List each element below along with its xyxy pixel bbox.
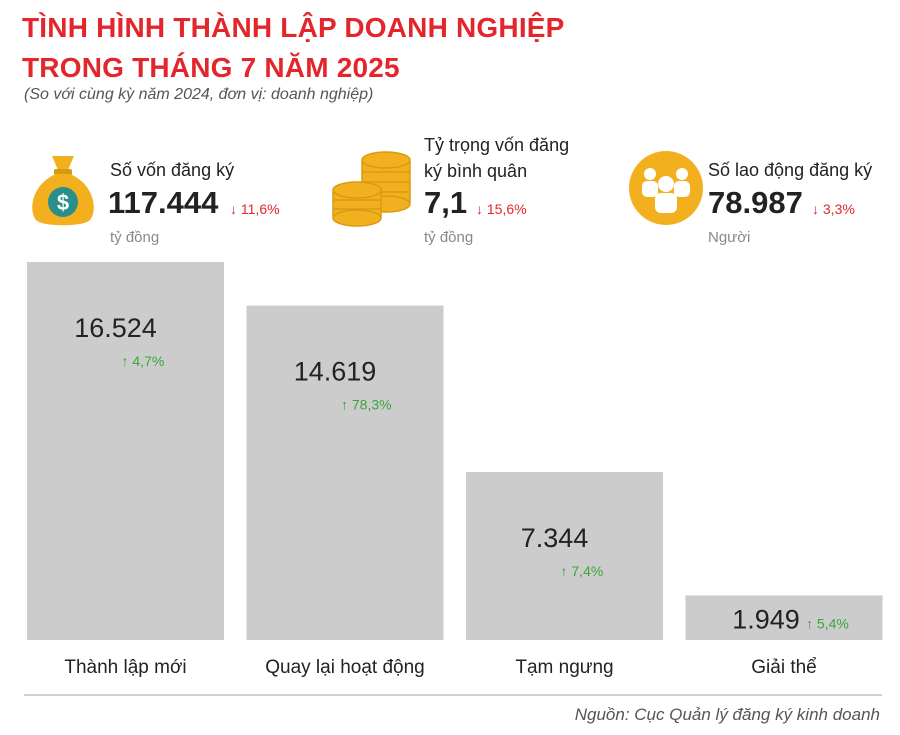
bar-value-label-1: 16.524 bbox=[74, 313, 157, 343]
people-icon bbox=[629, 151, 703, 225]
bar-1 bbox=[27, 262, 224, 640]
category-label-1: Thành lập mới bbox=[64, 657, 186, 678]
bar-value-label-2: 14.619 bbox=[294, 357, 377, 387]
capital-label: Số vốn đăng ký bbox=[110, 160, 235, 180]
title-line-2: TRONG THÁNG 7 NĂM 2025 bbox=[22, 52, 400, 83]
bar-change-label-1: ↑ 4,7% bbox=[122, 353, 165, 369]
coin-stack-icon bbox=[332, 151, 411, 227]
labor-unit: Người bbox=[708, 229, 751, 246]
bar-change-label-4: ↑ 5,4% bbox=[806, 615, 849, 631]
average-change: ↓ 15,6% bbox=[476, 201, 527, 217]
capital-change: ↓ 11,6% bbox=[230, 201, 280, 217]
subtitle: (So với cùng kỳ năm 2024, đơn vị: doanh … bbox=[24, 86, 374, 103]
bar-2 bbox=[246, 305, 444, 640]
bar-4 bbox=[685, 595, 883, 640]
bar-value-label-4: 1.949 bbox=[732, 604, 800, 634]
page-title: TÌNH HÌNH THÀNH LẬP DOANH NGHIỆP TRONG T… bbox=[22, 8, 565, 88]
average-label-line-2: ký bình quân bbox=[424, 161, 528, 181]
bar-change-label-3: ↑ 7,4% bbox=[561, 563, 604, 579]
labor-change: ↓ 3,3% bbox=[812, 201, 855, 217]
labor-label: Số lao động đăng ký bbox=[708, 160, 873, 180]
footer-divider bbox=[24, 694, 882, 696]
bar-change-label-2: ↑ 78,3% bbox=[341, 397, 392, 413]
money-bag-icon: $ bbox=[32, 156, 94, 226]
source-note: Nguồn: Cục Quản lý đăng ký kinh doanh bbox=[574, 705, 880, 724]
capital-unit: tỷ đồng bbox=[110, 229, 160, 246]
down-arrow-icon: ↓ bbox=[812, 201, 819, 217]
labor-value: 78.987 bbox=[708, 185, 803, 220]
svg-text:$: $ bbox=[57, 190, 69, 215]
average-value: 7,1 bbox=[424, 185, 468, 220]
bar-chart: 16.524 ↑ 4,7% Thành lập mới 14.619 ↑ 78,3% Qu… bbox=[27, 262, 883, 678]
average-unit: tỷ đồng bbox=[424, 229, 474, 246]
category-label-4: Giải thể bbox=[751, 657, 816, 678]
average-label-line-1: Tỷ trọng vốn đăng bbox=[424, 135, 570, 155]
bar-3 bbox=[466, 472, 663, 640]
down-arrow-icon: ↓ bbox=[230, 201, 237, 217]
capital-value: 117.444 bbox=[108, 185, 219, 220]
down-arrow-icon: ↓ bbox=[476, 201, 483, 217]
category-label-3: Tạm ngưng bbox=[515, 657, 613, 678]
category-label-2: Quay lại hoạt động bbox=[265, 657, 425, 678]
bar-value-label-3: 7.344 bbox=[521, 523, 589, 553]
title-line-1: TÌNH HÌNH THÀNH LẬP DOANH NGHIỆP bbox=[22, 12, 565, 43]
